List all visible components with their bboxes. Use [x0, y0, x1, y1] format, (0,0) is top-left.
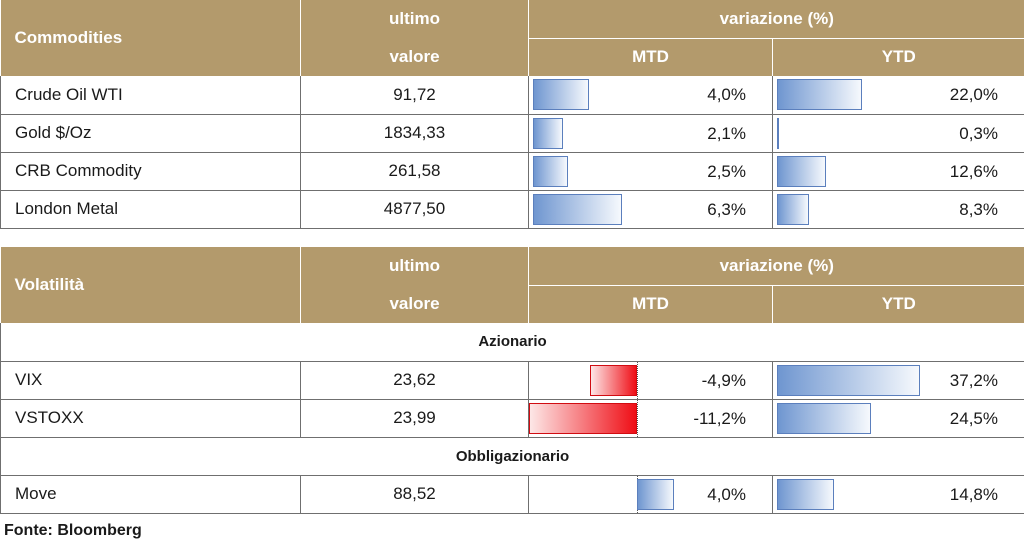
- row-value: 23,99: [300, 399, 529, 438]
- ytd-bar: [777, 364, 921, 396]
- mtd-bar: [533, 193, 622, 225]
- volatility-header-last-1: ultimo: [300, 247, 529, 285]
- mtd-percent: 2,1%: [707, 123, 746, 143]
- section-label: Azionario: [0, 323, 1024, 362]
- ytd-bar: [777, 155, 826, 187]
- commodities-header-last-2: valore: [300, 38, 529, 76]
- mtd-percent: 6,3%: [707, 199, 746, 219]
- commodities-header-change: variazione (%): [528, 0, 1024, 39]
- section-row: Azionario: [0, 323, 1024, 362]
- mtd-bar: [529, 402, 637, 434]
- volatility-header-title: Volatilità: [0, 247, 301, 323]
- zero-axis: [637, 399, 638, 437]
- ytd-cell: 0,3%: [772, 114, 1024, 153]
- mtd-percent: 4,0%: [707, 85, 746, 104]
- table-row: Crude Oil WTI 91,72 4,0% 22,0%: [0, 76, 1024, 115]
- table-row: CRB Commodity 261,58 2,5% 12,6%: [0, 152, 1024, 191]
- commodities-table: Commodities ultimo variazione (%) valore…: [0, 0, 1024, 229]
- mtd-bar: [533, 155, 569, 187]
- table-row: VIX 23,62 -4,9% 37,2%: [0, 361, 1024, 400]
- mtd-cell: 4,0%: [528, 76, 773, 115]
- ytd-percent: 0,3%: [959, 123, 998, 143]
- ytd-percent: 8,3%: [959, 199, 998, 219]
- mtd-cell: -4,9%: [528, 361, 773, 400]
- row-name: Crude Oil WTI: [0, 76, 301, 115]
- ytd-percent: 22,0%: [949, 85, 998, 104]
- ytd-cell: 24,5%: [772, 399, 1024, 438]
- commodities-header-last-1: ultimo: [300, 0, 529, 38]
- row-value: 1834,33: [300, 114, 529, 153]
- mtd-cell: 2,1%: [528, 114, 773, 153]
- row-value: 91,72: [300, 76, 529, 115]
- row-name: London Metal: [0, 190, 301, 229]
- mtd-bar: [533, 117, 563, 149]
- ytd-bar: [777, 478, 834, 510]
- row-value: 4877,50: [300, 190, 529, 229]
- ytd-percent: 14,8%: [949, 484, 998, 504]
- row-name: VIX: [0, 361, 301, 400]
- mtd-percent: -4,9%: [701, 370, 746, 390]
- commodities-header-ytd: YTD: [881, 47, 916, 67]
- commodities-header-title: Commodities: [0, 0, 301, 76]
- mtd-percent: 4,0%: [707, 484, 746, 504]
- source-note: Fonte: Bloomberg: [4, 522, 142, 539]
- commodities-header-row: Commodities ultimo variazione (%): [0, 0, 1024, 76]
- ytd-percent: 12,6%: [949, 161, 998, 181]
- mtd-bar: [589, 364, 637, 396]
- row-name: Gold $/Oz: [0, 114, 301, 153]
- volatility-header-last-2: valore: [300, 285, 529, 323]
- ytd-cell: 14,8%: [772, 475, 1024, 514]
- mtd-bar: [637, 478, 674, 510]
- commodities-header-mtd: MTD: [528, 38, 773, 76]
- section-row: Obbligazionario: [0, 437, 1024, 476]
- ytd-bar: [777, 193, 809, 225]
- row-name: VSTOXX: [0, 399, 301, 438]
- commodities-body: Crude Oil WTI 91,72 4,0% 22,0% Gold $/Oz 1834…: [0, 76, 1024, 229]
- mtd-cell: -11,2%: [528, 399, 773, 438]
- ytd-cell: 12,6%: [772, 152, 1024, 191]
- table-row: Gold $/Oz 1834,33 2,1% 0,3%: [0, 114, 1024, 153]
- table-row: London Metal 4877,50 6,3% 8,3%: [0, 190, 1024, 229]
- volatility-header-mtd: MTD: [528, 285, 773, 323]
- ytd-cell: 22,0%: [772, 76, 1024, 115]
- volatility-table: Volatilità ultimo variazione (%) valore …: [0, 247, 1024, 514]
- table-row: Move 88,52 4,0% 14,8%: [0, 475, 1024, 514]
- row-name: Move: [0, 475, 301, 514]
- row-name: CRB Commodity: [0, 152, 301, 191]
- ytd-cell: 8,3%: [772, 190, 1024, 229]
- mtd-cell: 2,5%: [528, 152, 773, 191]
- mtd-cell: 4,0%: [528, 475, 773, 514]
- zero-axis: [637, 361, 638, 399]
- ytd-bar: [777, 117, 779, 149]
- mtd-bar: [533, 79, 590, 110]
- section-label: Obbligazionario: [0, 437, 1024, 476]
- row-value: 88,52: [300, 475, 529, 514]
- ytd-bar: [777, 402, 872, 434]
- volatility-body: Azionario VIX 23,62 -4,9% 37,2% VSTOXX 23,99 -1…: [0, 323, 1024, 514]
- row-value: 261,58: [300, 152, 529, 191]
- ytd-percent: 37,2%: [949, 370, 998, 390]
- volatility-header-row: Volatilità ultimo variazione (%): [0, 247, 1024, 323]
- row-value: 23,62: [300, 361, 529, 400]
- ytd-cell: 37,2%: [772, 361, 1024, 400]
- volatility-header-change: variazione (%): [528, 247, 1024, 286]
- ytd-bar: [777, 79, 862, 110]
- volatility-header-ytd: YTD: [881, 294, 916, 314]
- ytd-percent: 24,5%: [949, 408, 998, 428]
- mtd-cell: 6,3%: [528, 190, 773, 229]
- mtd-percent: 2,5%: [707, 161, 746, 181]
- mtd-percent: -11,2%: [693, 408, 746, 428]
- table-row: VSTOXX 23,99 -11,2% 24,5%: [0, 399, 1024, 438]
